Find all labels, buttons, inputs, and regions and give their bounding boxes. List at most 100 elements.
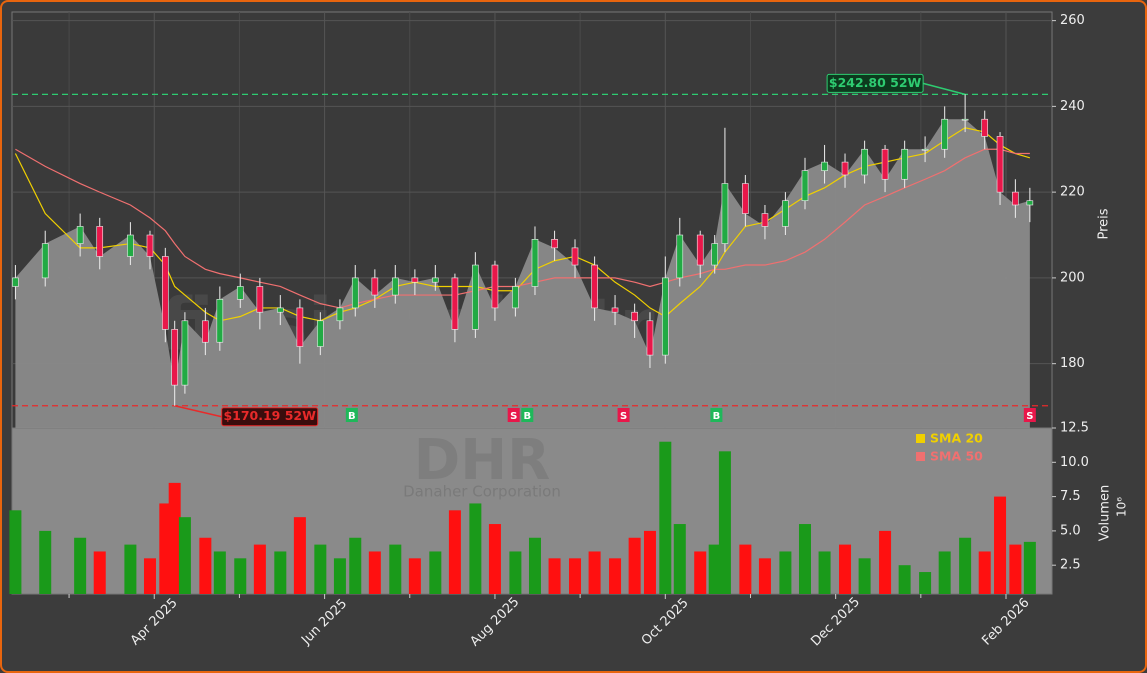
volume-bar bbox=[39, 530, 52, 594]
y-tick-label: 7.5 bbox=[1060, 489, 1081, 504]
y-axis-label: Preis bbox=[1097, 208, 1112, 239]
volume-bar bbox=[959, 537, 972, 594]
candle-body bbox=[512, 286, 519, 309]
volume-bar bbox=[938, 551, 951, 594]
candle-body bbox=[551, 238, 558, 249]
candle-body bbox=[127, 234, 134, 257]
volume-bar bbox=[994, 496, 1007, 594]
candle-body bbox=[216, 299, 224, 343]
candle-body bbox=[861, 148, 868, 176]
candle-body bbox=[571, 247, 579, 266]
candle-body bbox=[646, 320, 654, 356]
signal-label: B bbox=[713, 411, 721, 422]
volume-bar bbox=[368, 551, 381, 594]
volume-bar bbox=[293, 517, 306, 594]
signal-label: B bbox=[348, 411, 356, 422]
signal-marker bbox=[617, 408, 630, 422]
volume-bar bbox=[858, 558, 871, 594]
candle-body bbox=[472, 264, 479, 330]
volume-bar bbox=[74, 537, 87, 594]
candle-body bbox=[162, 256, 169, 330]
candle-body bbox=[531, 238, 539, 287]
candle-body bbox=[296, 307, 304, 347]
y-tick-label: 260 bbox=[1060, 13, 1085, 28]
signal-label: S bbox=[620, 411, 627, 422]
volume-bar bbox=[1009, 544, 1022, 594]
volume-bar bbox=[199, 537, 212, 594]
candle-body bbox=[411, 277, 419, 283]
volume-bar bbox=[739, 544, 752, 594]
volume-bar bbox=[818, 551, 831, 594]
candle-body bbox=[451, 277, 459, 330]
legend-label: SMA 20 bbox=[930, 431, 983, 446]
candle-body bbox=[96, 226, 104, 257]
candle-body bbox=[202, 320, 209, 343]
legend-swatch bbox=[916, 452, 925, 461]
price-area bbox=[15, 119, 1030, 428]
legend-swatch bbox=[916, 434, 925, 443]
signal-marker bbox=[521, 408, 534, 422]
volume-bar bbox=[779, 551, 792, 594]
candle-body bbox=[317, 320, 324, 347]
volume-bar bbox=[978, 551, 991, 594]
signal-label: B bbox=[524, 411, 532, 422]
volume-bar bbox=[469, 503, 482, 594]
candle-body bbox=[171, 329, 178, 386]
volume-bar bbox=[718, 451, 731, 594]
volume-bar bbox=[528, 537, 541, 594]
volume-bar bbox=[509, 551, 522, 594]
candle-body bbox=[1026, 200, 1034, 206]
candle-body bbox=[351, 277, 359, 309]
volume-bar bbox=[609, 558, 622, 594]
watermark: DHR bbox=[414, 428, 550, 493]
candle-body bbox=[721, 183, 729, 244]
volume-bar bbox=[898, 565, 911, 594]
y-axis-unit: 10⁶ bbox=[1115, 497, 1129, 517]
signal-marker bbox=[710, 408, 723, 422]
candle-body bbox=[236, 286, 244, 300]
sma-line bbox=[15, 148, 1030, 309]
candle-body bbox=[41, 243, 49, 279]
annotation-arrow bbox=[922, 82, 966, 96]
candle-body bbox=[1012, 191, 1019, 206]
volume-bar bbox=[124, 544, 137, 594]
volume-bar bbox=[758, 558, 771, 594]
x-tick-label: Apr 2025 bbox=[128, 596, 181, 649]
watermark: Danaher Corporation bbox=[403, 483, 561, 501]
volume-bar bbox=[389, 544, 402, 594]
candle-body bbox=[921, 148, 929, 151]
candle-body bbox=[821, 161, 828, 171]
candle-body bbox=[711, 243, 719, 266]
volume-bar bbox=[159, 503, 172, 594]
volume-bar bbox=[408, 558, 421, 594]
candle-body bbox=[961, 118, 969, 121]
volume-bar bbox=[9, 510, 22, 594]
volume-bar bbox=[548, 558, 561, 594]
volume-bar bbox=[659, 441, 672, 594]
volume-bar bbox=[349, 537, 362, 594]
signal-label: S bbox=[1026, 411, 1033, 422]
y-tick-label: 10.0 bbox=[1060, 455, 1089, 470]
candle-body bbox=[146, 234, 154, 257]
y-tick-label: 240 bbox=[1060, 99, 1085, 114]
annotation-label: $170.19 52W bbox=[223, 408, 316, 423]
volume-bar bbox=[569, 558, 582, 594]
legend-label: SMA 50 bbox=[930, 449, 983, 464]
signal-marker bbox=[1023, 408, 1036, 422]
candle-body bbox=[591, 264, 598, 309]
x-tick-label: Feb 2026 bbox=[979, 595, 1032, 648]
candle-body bbox=[881, 148, 889, 180]
annotation-box bbox=[221, 407, 319, 427]
volume-bar bbox=[168, 482, 181, 594]
candle-body bbox=[432, 277, 439, 283]
y-tick-label: 2.5 bbox=[1060, 558, 1081, 573]
annotation-label: $242.80 52W bbox=[829, 75, 922, 90]
candle-body bbox=[676, 234, 684, 279]
volume-bar bbox=[798, 524, 811, 594]
x-tick-label: Jun 2025 bbox=[298, 596, 350, 648]
volume-bar bbox=[879, 530, 892, 594]
volume-bar bbox=[333, 558, 346, 594]
y-tick-label: 180 bbox=[1060, 356, 1085, 371]
